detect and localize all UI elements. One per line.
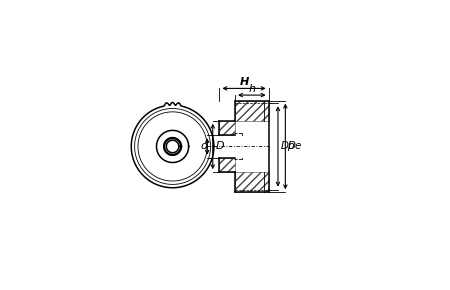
Polygon shape <box>220 121 235 135</box>
Polygon shape <box>220 158 235 172</box>
Polygon shape <box>235 101 269 121</box>
Text: h: h <box>248 84 255 94</box>
Text: De: De <box>288 142 302 151</box>
Polygon shape <box>235 172 269 192</box>
Text: D: D <box>216 142 225 151</box>
Text: d: d <box>200 142 207 151</box>
Text: Dp: Dp <box>281 142 295 151</box>
Text: H: H <box>239 77 249 87</box>
